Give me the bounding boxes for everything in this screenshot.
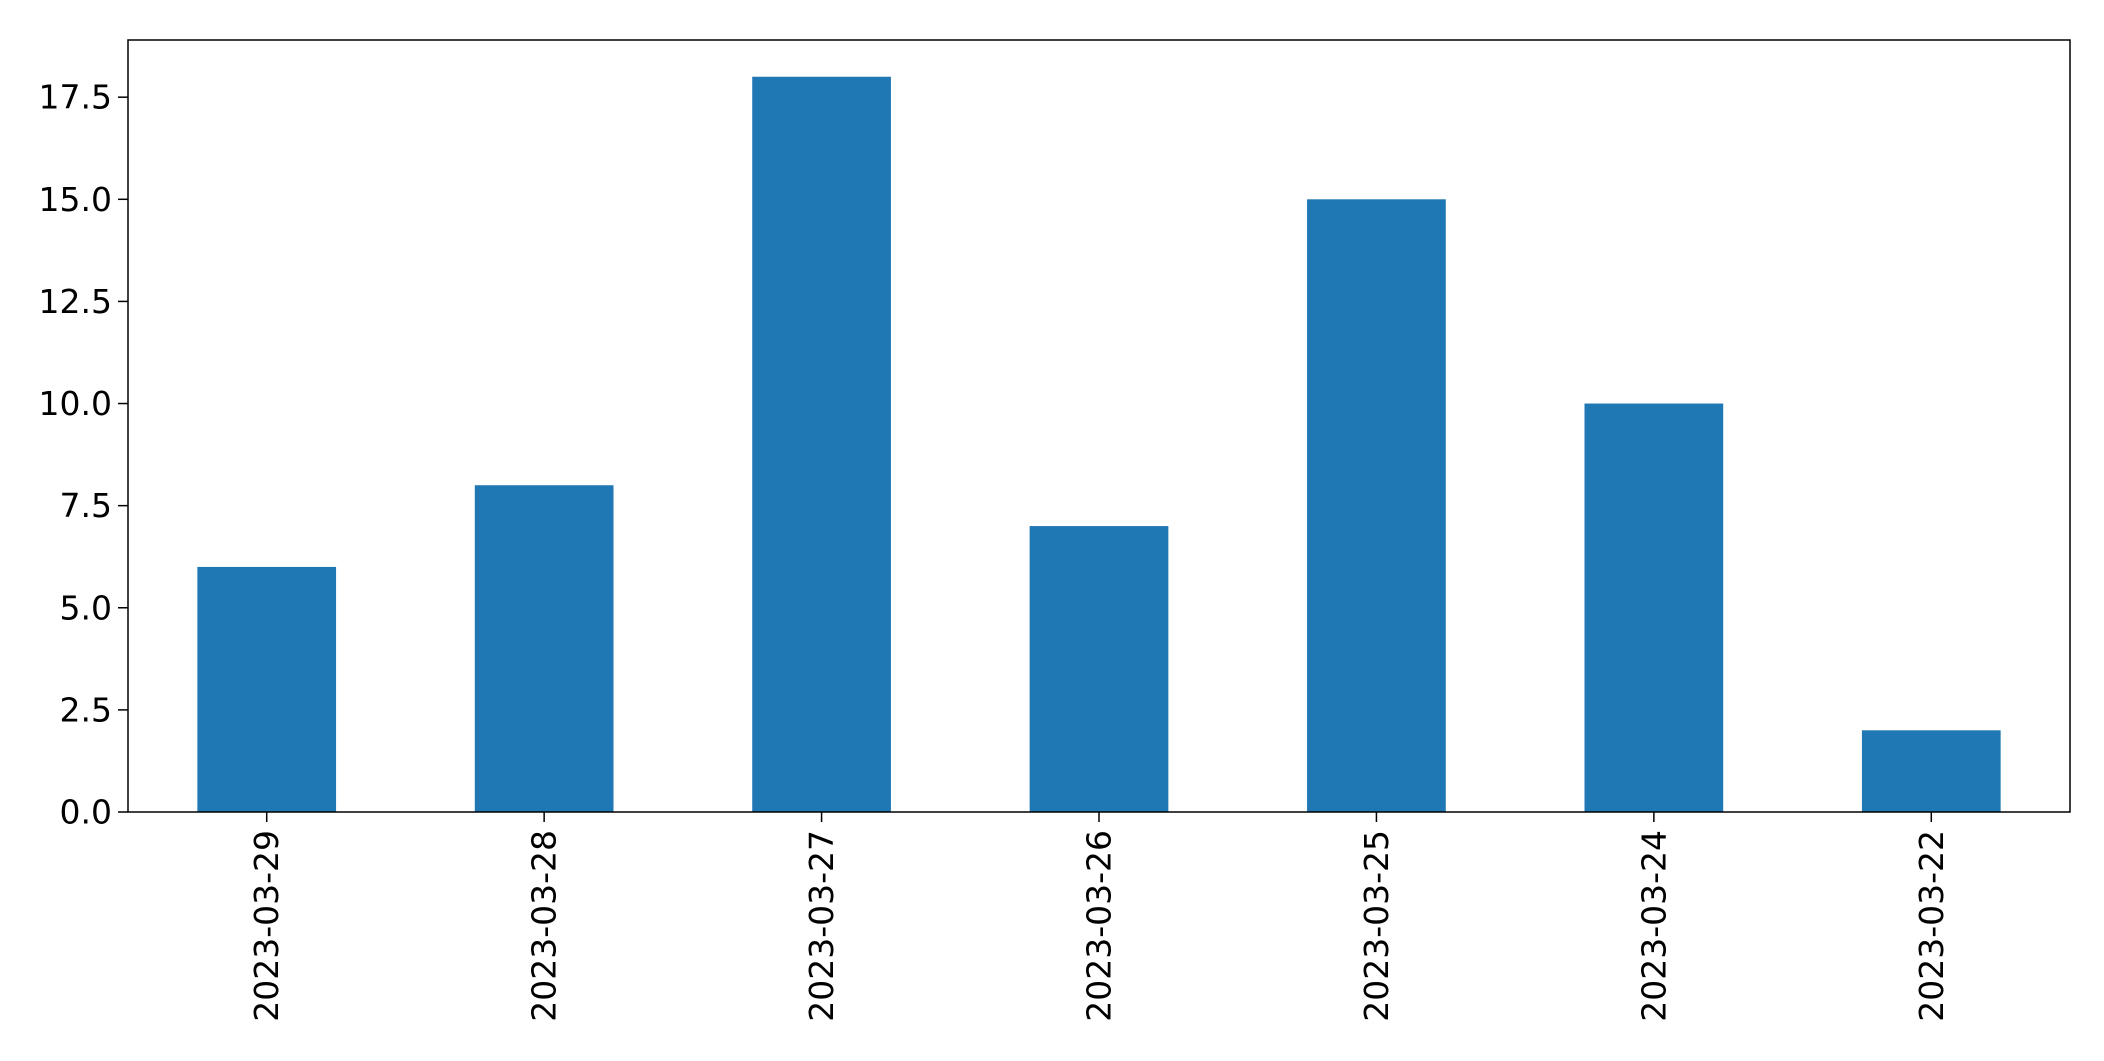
x-tick-label: 2023-03-29	[247, 830, 286, 1022]
x-tick-label: 2023-03-22	[1912, 830, 1951, 1022]
x-tick-label: 2023-03-25	[1357, 830, 1396, 1022]
bar-2023-03-28	[474, 485, 614, 812]
y-tick-label: 7.5	[60, 486, 112, 525]
x-tick-label: 2023-03-27	[802, 830, 841, 1022]
bar-2023-03-29	[197, 566, 337, 812]
bar-2023-03-25	[1307, 199, 1446, 813]
bar-2023-03-24	[1584, 403, 1724, 812]
plot-frame	[127, 39, 2071, 813]
bars-group	[197, 76, 2001, 813]
y-tick-label: 12.5	[39, 282, 112, 321]
bar-2023-03-22	[1861, 730, 2001, 812]
y-tick-label: 17.5	[39, 78, 112, 117]
y-tick-label: 5.0	[60, 588, 112, 627]
bar-2023-03-27	[752, 76, 891, 812]
x-tick-label: 2023-03-24	[1634, 830, 1673, 1022]
y-tick-label: 2.5	[60, 690, 112, 729]
x-tick-label: 2023-03-28	[525, 830, 564, 1022]
x-axis: 2023-03-29 2023-03-28 2023-03-27 2023-03-26…	[247, 812, 1951, 1022]
y-tick-label: 10.0	[39, 384, 112, 423]
y-tick-label: 15.0	[39, 180, 112, 219]
x-tick-label: 2023-03-26	[1080, 830, 1119, 1022]
y-axis: 0.0 2.5 5.0 7.5 10.0 12.5 15.0 17.5	[39, 78, 128, 832]
bar-2023-03-26	[1029, 526, 1169, 812]
y-tick-label: 0.0	[60, 793, 112, 832]
